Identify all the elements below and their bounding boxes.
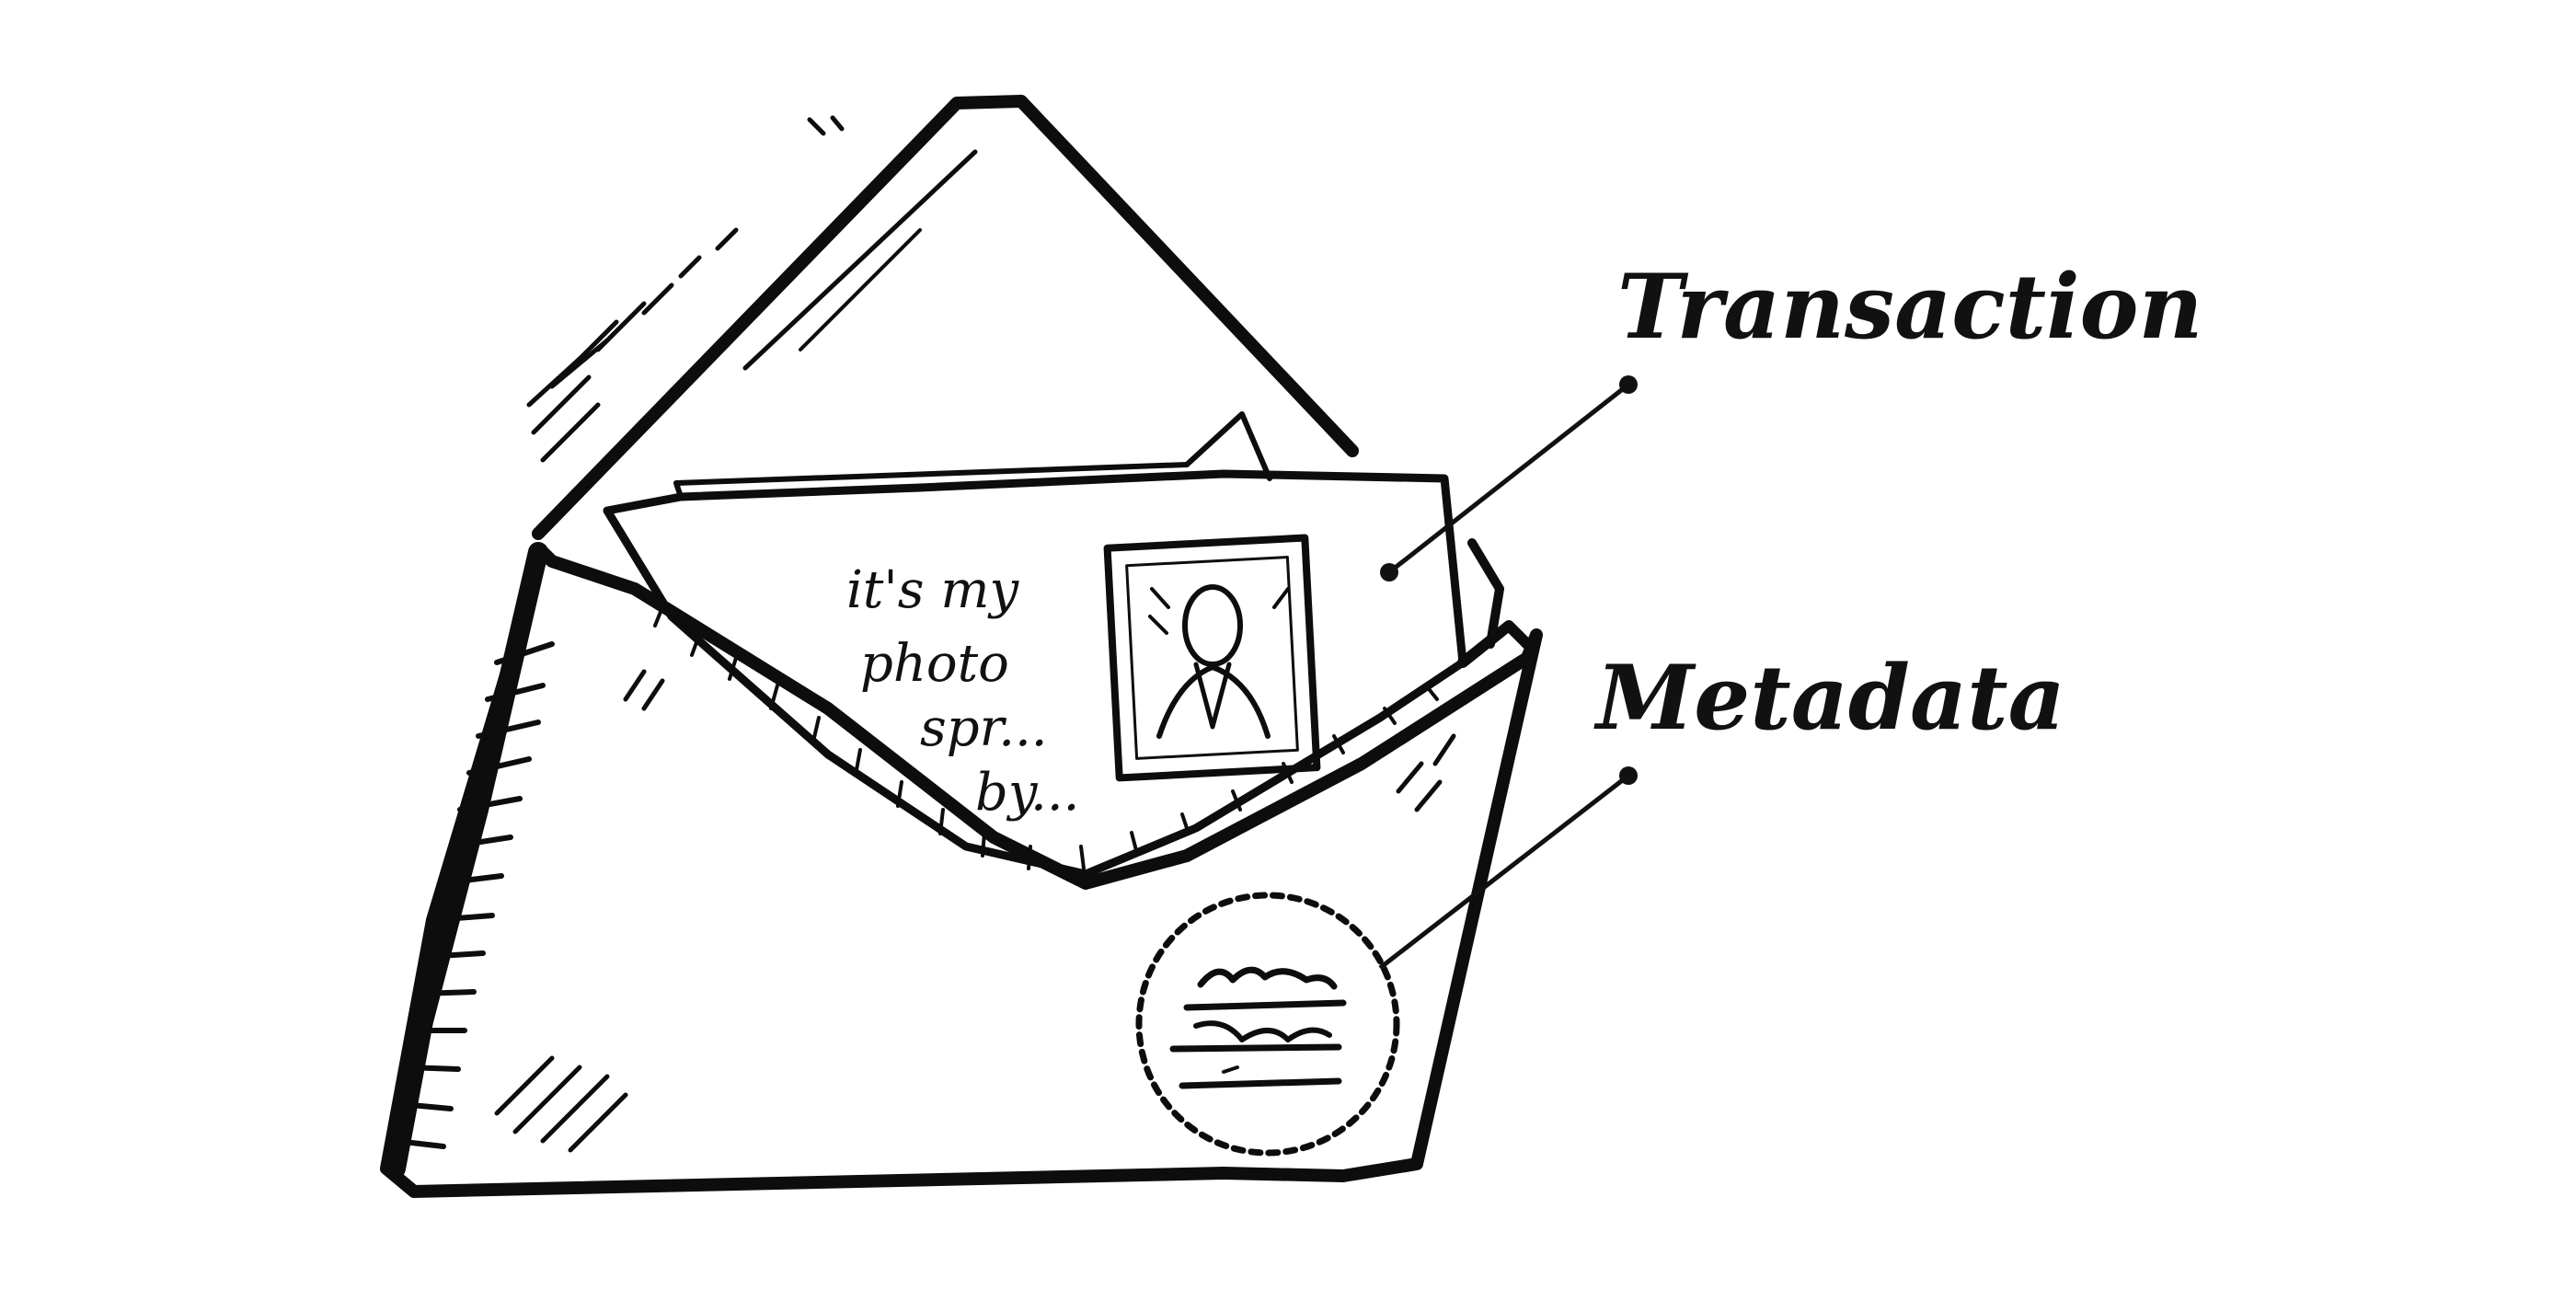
metadata-callout: Metadata [1380, 646, 2065, 968]
letter-line-2: photo [860, 634, 1009, 694]
metadata-label-dot [1619, 766, 1638, 785]
transaction-anchor-dot [1380, 563, 1398, 581]
transaction-label-dot [1619, 375, 1638, 394]
transaction-label: Transaction [1617, 255, 2202, 359]
letter-line-4: by... [975, 763, 1079, 823]
transaction-callout: Transaction [1380, 255, 2202, 581]
letter-line-1: it's my [846, 560, 1019, 620]
stamp-seal-icon [1139, 895, 1397, 1153]
portrait-photo-icon [1108, 538, 1317, 778]
envelope-flap [529, 101, 1352, 534]
metadata-label: Metadata [1593, 646, 2065, 750]
letter-line-3: spr... [920, 698, 1048, 758]
